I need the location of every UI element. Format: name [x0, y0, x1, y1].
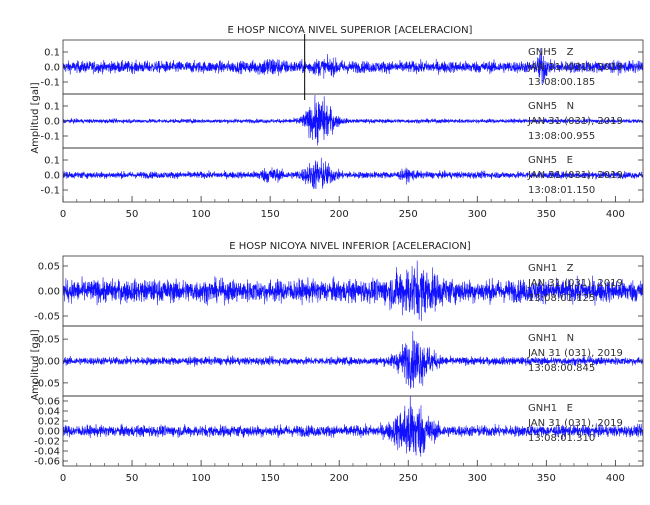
y-tick-label: 0.06: [38, 397, 60, 408]
waveform-trace: [63, 157, 643, 189]
waveform-trace: [63, 260, 643, 321]
time-label: 13:08:01.150: [528, 185, 595, 196]
y-tick-label: 0.00: [38, 357, 60, 368]
y-tick-label: 0.0: [44, 63, 60, 74]
date-label: JAN 31 (031), 2019: [527, 170, 623, 181]
y-tick-label: -0.05: [34, 312, 60, 323]
x-tick-label: 300: [468, 473, 487, 484]
y-tick-label: -0.06: [34, 457, 60, 468]
x-tick-label: 350: [537, 209, 556, 220]
chart-superior: E HOSP NICOYA NIVEL SUPERIOR [ACELERACIO…: [30, 25, 644, 220]
y-tick-label: -0.05: [34, 378, 60, 389]
waveform-trace: [63, 95, 643, 146]
time-label: 13:08:00.955: [528, 131, 595, 142]
x-tick-label: 150: [261, 209, 280, 220]
time-label: 13:08:00.185: [528, 77, 595, 88]
panel-superior-1: 0.1 0.0 -0.1 GNH5 Z JAN 31 (031), 2019 13:08:…: [40, 39, 644, 95]
y-tick-label: -0.1: [40, 78, 60, 89]
date-label: JAN 31 (031), 2019: [527, 418, 623, 429]
x-tick-label: 50: [126, 209, 139, 220]
y-tick-label: 0.04: [38, 407, 60, 418]
x-tick-label: 100: [192, 209, 211, 220]
y-tick-label: -0.1: [40, 132, 60, 143]
x-tick-label: 250: [399, 473, 418, 484]
waveform-trace: [63, 48, 643, 84]
x-tick-label: 0: [60, 473, 66, 484]
y-tick-label: 0.1: [44, 156, 60, 167]
time-label: 13:08:01.310: [528, 433, 595, 444]
y-tick-label: 0.0: [44, 117, 60, 128]
x-tick-label: 150: [261, 473, 280, 484]
date-label: JAN 31 (031), 2019: [527, 62, 623, 73]
x-tick-label: 350: [537, 473, 556, 484]
channel-label: GNH5 Z: [528, 47, 574, 58]
y-tick-label: 0.0: [44, 171, 60, 182]
x-tick-label: 400: [606, 473, 625, 484]
panel-superior-3: 0.1 0.0 -0.1 GNH5 E JAN 31 (031), 2019 13:08:…: [40, 147, 644, 203]
x-tick-label: 200: [330, 473, 349, 484]
date-label: JAN 31 (031), 2019: [527, 278, 623, 289]
channel-label: GNH1 N: [528, 333, 574, 344]
y-tick-label: 0.02: [38, 417, 60, 428]
panels-inferior: 0.05 0.00 -0.05 GNH1 Z JAN 31 (031), 2019 13:…: [34, 255, 644, 468]
y-axis-label-superior: Amplitud [gal]: [30, 82, 41, 153]
date-label: JAN 31 (031), 2019: [527, 348, 623, 359]
channel-label: GNH5 E: [528, 155, 573, 166]
y-tick-label: 0.00: [38, 427, 60, 438]
panel-inferior-3: 0.060.040.020.00-0.02-0.04-0.06 GNH1 E JAN…: [34, 395, 644, 468]
x-tick-label: 0: [60, 209, 66, 220]
channel-label: GNH1 E: [528, 403, 573, 414]
channel-label: GNH1 Z: [528, 263, 574, 274]
x-axis-superior: 0 50 100 150 200 250 300 350 400: [60, 34, 644, 220]
y-tick-label: 0.05: [38, 262, 60, 273]
y-tick-label: -0.1: [40, 186, 60, 197]
chart-inferior: E HOSP NICOYA NIVEL INFERIOR [ACELERACIO…: [30, 241, 644, 484]
panels-superior: 0.1 0.0 -0.1 GNH5 Z JAN 31 (031), 2019 13:08:…: [40, 39, 644, 203]
x-tick-label: 200: [330, 209, 349, 220]
y-tick-label: 0.1: [44, 48, 60, 59]
x-tick-label: 50: [126, 473, 139, 484]
panel-inferior-1: 0.05 0.00 -0.05 GNH1 Z JAN 31 (031), 2019 13:…: [34, 255, 644, 327]
time-label: 13:08:00.845: [528, 363, 595, 374]
channel-label: GNH5 N: [528, 101, 574, 112]
date-label: JAN 31 (031), 2019: [527, 116, 623, 127]
x-tick-label: 300: [468, 209, 487, 220]
x-tick-label: 100: [192, 473, 211, 484]
x-tick-label: 250: [399, 209, 418, 220]
waveform-trace: [63, 396, 643, 457]
y-tick-label: -0.02: [34, 437, 60, 448]
x-axis-inferior: 0 50 100 150 200 250 300 350 400: [60, 460, 644, 484]
y-axis-label-inferior: Amplitud [gal]: [30, 329, 41, 400]
chart-title-superior: E HOSP NICOYA NIVEL SUPERIOR [ACELERACIO…: [228, 25, 473, 36]
time-label: 13:08:01.125: [528, 293, 595, 304]
panel-superior-2: 0.1 0.0 -0.1 GNH5 N JAN 31 (031), 2019 13:08:…: [40, 93, 644, 149]
y-tick-label: 0.05: [38, 335, 60, 346]
panel-inferior-2: 0.05 0.00 -0.05 GNH1 N JAN 31 (031), 2019 13:…: [34, 325, 644, 397]
y-tick-label: 0.00: [38, 287, 60, 298]
chart-title-inferior: E HOSP NICOYA NIVEL INFERIOR [ACELERACIO…: [229, 241, 471, 252]
x-tick-label: 400: [606, 209, 625, 220]
waveform-trace: [63, 331, 643, 389]
y-tick-label: -0.04: [34, 447, 60, 458]
y-tick-label: 0.1: [44, 102, 60, 113]
